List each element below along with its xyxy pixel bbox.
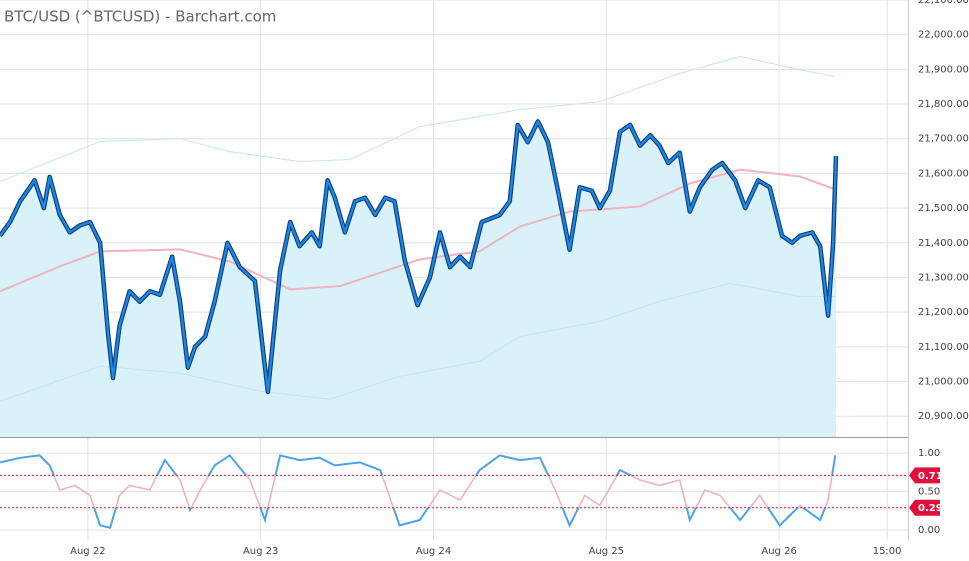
chart-title: BTC/USD (^BTCUSD) - Barchart.com xyxy=(4,8,276,26)
x-tick-label: Aug 22 xyxy=(70,546,105,557)
y-tick-label: 21,700.00 xyxy=(918,134,969,145)
x-tick-label: Aug 23 xyxy=(243,546,278,557)
level-label: 0.71 xyxy=(918,471,943,482)
y-tick-label: 1.00 xyxy=(918,448,940,459)
x-tick-label: Aug 24 xyxy=(416,546,451,557)
band-line xyxy=(0,55,836,182)
y-tick-label: 20,900.00 xyxy=(918,411,969,422)
y-tick-label: 21,200.00 xyxy=(918,307,969,318)
x-tick-label: Aug 26 xyxy=(761,546,796,557)
y-tick-label: 21,100.00 xyxy=(918,342,969,353)
y-tick-label: 21,500.00 xyxy=(918,203,969,214)
price-line xyxy=(0,120,838,393)
y-tick-label: 21,300.00 xyxy=(918,272,969,283)
y-tick-label: 0.50 xyxy=(918,487,940,498)
y-tick-label: 0.00 xyxy=(918,525,940,536)
level-label: 0.29 xyxy=(918,503,943,514)
y-tick-label: 21,000.00 xyxy=(918,377,969,388)
level-badge xyxy=(909,467,940,484)
x-tick-label: 15:00 xyxy=(873,546,902,557)
price-area xyxy=(0,121,836,438)
oscillator-line-low xyxy=(93,507,827,529)
band-line xyxy=(0,282,836,402)
plot-layer xyxy=(0,0,908,540)
level-badge xyxy=(909,499,940,516)
y-tick-label: 21,900.00 xyxy=(918,64,969,75)
moving-average-line xyxy=(0,168,836,293)
y-tick-label: 22,000.00 xyxy=(918,30,969,41)
x-tick-label: Aug 25 xyxy=(589,546,624,557)
y-tick-label: 21,600.00 xyxy=(918,168,969,179)
y-tick-label: 21,800.00 xyxy=(918,99,969,110)
y-tick-label: 21,400.00 xyxy=(918,238,969,249)
y-tick-label: 22,100.00 xyxy=(918,0,969,6)
